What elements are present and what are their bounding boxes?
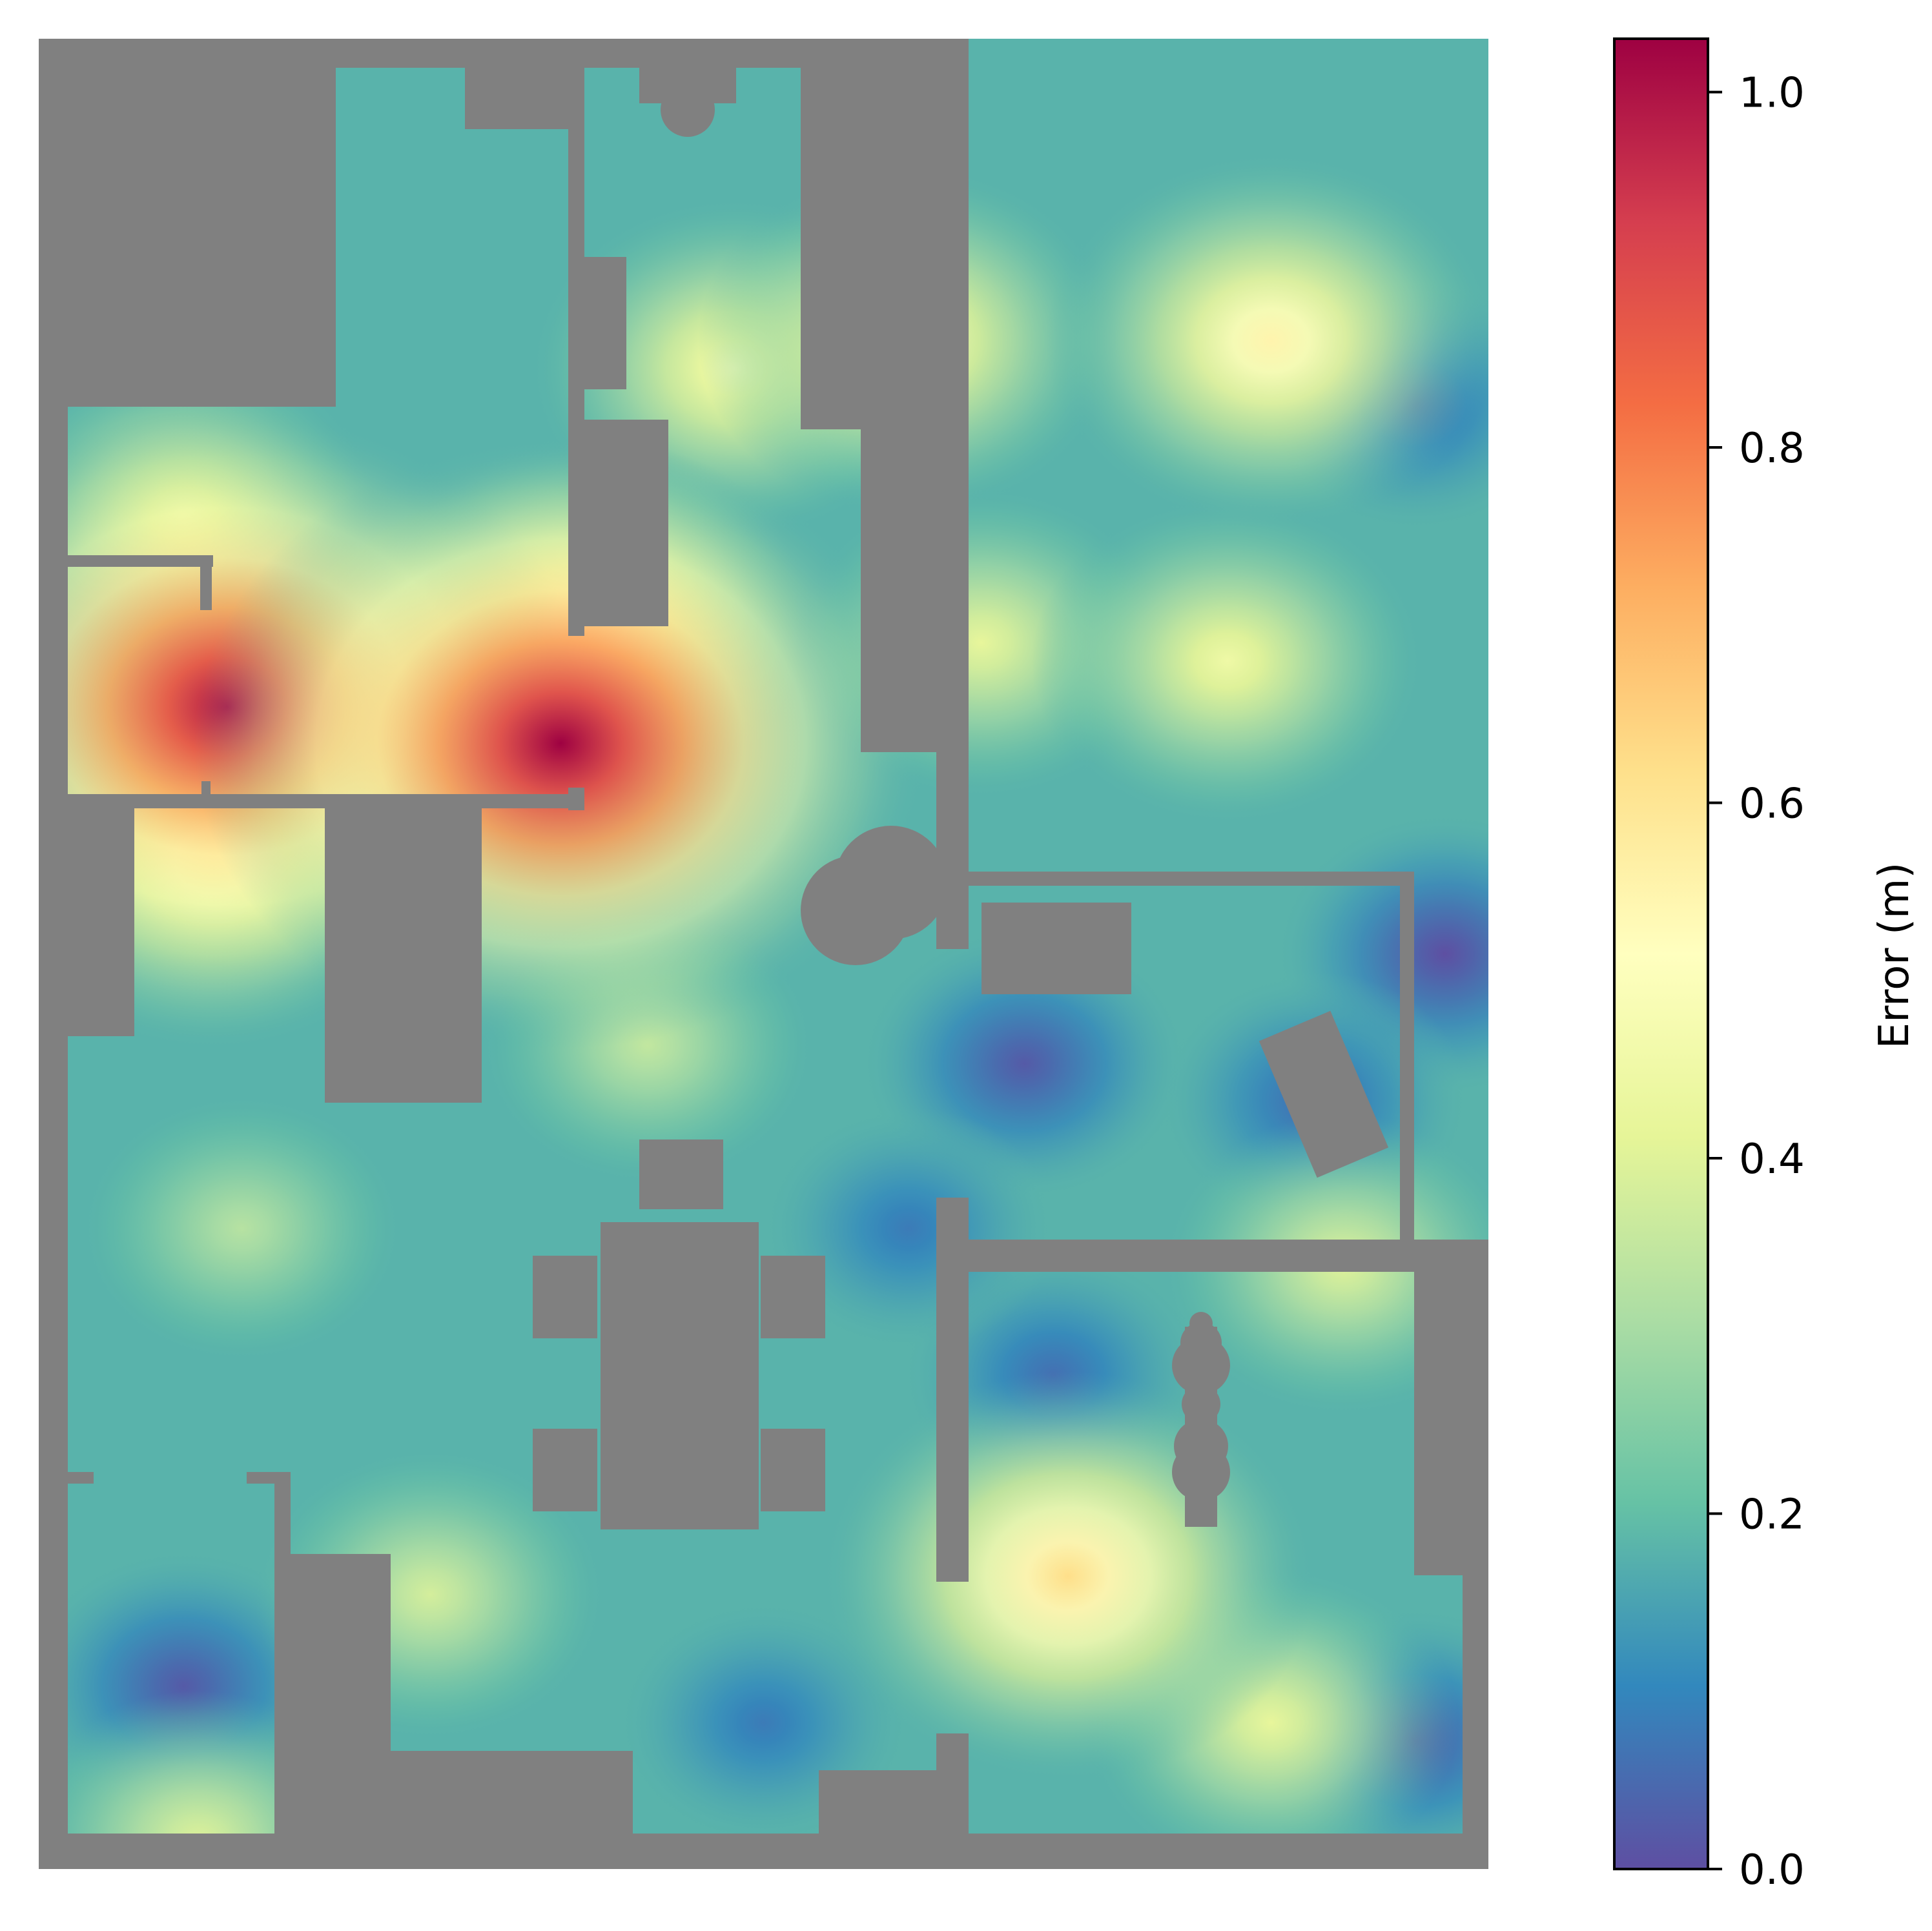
- heatmap-blob: [822, 1371, 1314, 1781]
- obstacle-chair-left-a: [533, 1256, 597, 1338]
- heatmap-plot-area: [39, 39, 1488, 1869]
- colorbar-tick-label: 0.4: [1739, 1136, 1805, 1183]
- obstacle-desk: [981, 903, 1131, 994]
- colorbar-tick-label: 0.6: [1739, 781, 1805, 828]
- colorbar-tick-label: 0.8: [1739, 425, 1805, 473]
- heatmap-blob: [1031, 498, 1424, 824]
- obstacle-stack-6: [1172, 1443, 1230, 1501]
- colorbar-label: Error (m): [1871, 863, 1918, 1049]
- obstacle-chair-right-b: [761, 1429, 825, 1511]
- heatmap-blob: [1045, 153, 1488, 529]
- obstacle-top-round: [661, 83, 715, 137]
- obstacle-mid-block: [325, 807, 482, 1103]
- obstacle-lower-block-b: [387, 1751, 633, 1869]
- obstacle-frame-bottom: [39, 1834, 1488, 1869]
- obstacle-wall-right-room-left: [936, 1198, 969, 1582]
- colorbar-ticks: 0.0 0.2 0.4 0.6 0.8 1.0: [1708, 70, 1805, 1894]
- obstacle-table: [601, 1222, 759, 1529]
- colorbar-tick-label: 0.0: [1739, 1846, 1805, 1894]
- obstacle-right-room-top: [969, 872, 1414, 886]
- obstacle-room-wall-bottom: [65, 794, 584, 808]
- obstacle-column-block-mid: [861, 426, 969, 752]
- obstacle-chair-top: [639, 1139, 723, 1209]
- obstacle-chair-left-b: [533, 1429, 597, 1511]
- obstacle-upper-left-block: [39, 39, 336, 407]
- colorbar-tick-label: 1.0: [1739, 70, 1805, 117]
- obstacle-right-column: [1414, 1240, 1466, 1575]
- obstacle-tilted-box: [1259, 1010, 1389, 1178]
- obstacle-room-wall-stub-b: [568, 788, 584, 810]
- obstacle-lower-post: [936, 1733, 969, 1869]
- obstacle-top-block-a: [465, 39, 568, 129]
- obstacle-room-wall-top: [65, 555, 213, 567]
- colorbar-frame: [1613, 37, 1709, 1870]
- colorbar-gradient: [1614, 39, 1708, 1869]
- obstacle-column-block-top: [801, 39, 969, 429]
- heatmap-blobs: [39, 153, 1488, 1869]
- obstacle-pillar-b: [581, 420, 668, 626]
- obstacle-wall-right: [936, 749, 969, 949]
- heatmap-blob: [763, 1107, 1054, 1350]
- heatmap-blob: [194, 438, 927, 1049]
- obstacle-right-divider: [969, 1240, 1488, 1272]
- obstacle-right-room-side: [1400, 872, 1414, 1243]
- obstacle-stack-4: [1182, 1385, 1220, 1424]
- obstacle-pillar-a: [581, 257, 626, 389]
- colorbar-tick-label: 0.2: [1739, 1491, 1805, 1539]
- obstacle-round-b: [801, 855, 910, 965]
- obstacle-stack-3: [1172, 1336, 1230, 1395]
- obstacle-left-block: [39, 807, 134, 1036]
- obstacle-lower-block-a: [274, 1554, 391, 1869]
- obstacle-lower-wall-a: [39, 1472, 94, 1484]
- obstacle-room-wall-stub: [200, 555, 212, 610]
- floorplan-obstacles: [39, 39, 1488, 1869]
- heatmap-field: [39, 39, 1488, 1869]
- obstacle-chair-right-a: [761, 1256, 825, 1338]
- colorbar: 0.0 0.2 0.4 0.6 0.8 1.0 Error (m): [1613, 37, 1918, 1894]
- heatmap-blob: [81, 1094, 402, 1362]
- obstacle-room-wall-stub-c: [201, 781, 211, 801]
- obstacle-frame-right-lower: [1463, 1240, 1488, 1869]
